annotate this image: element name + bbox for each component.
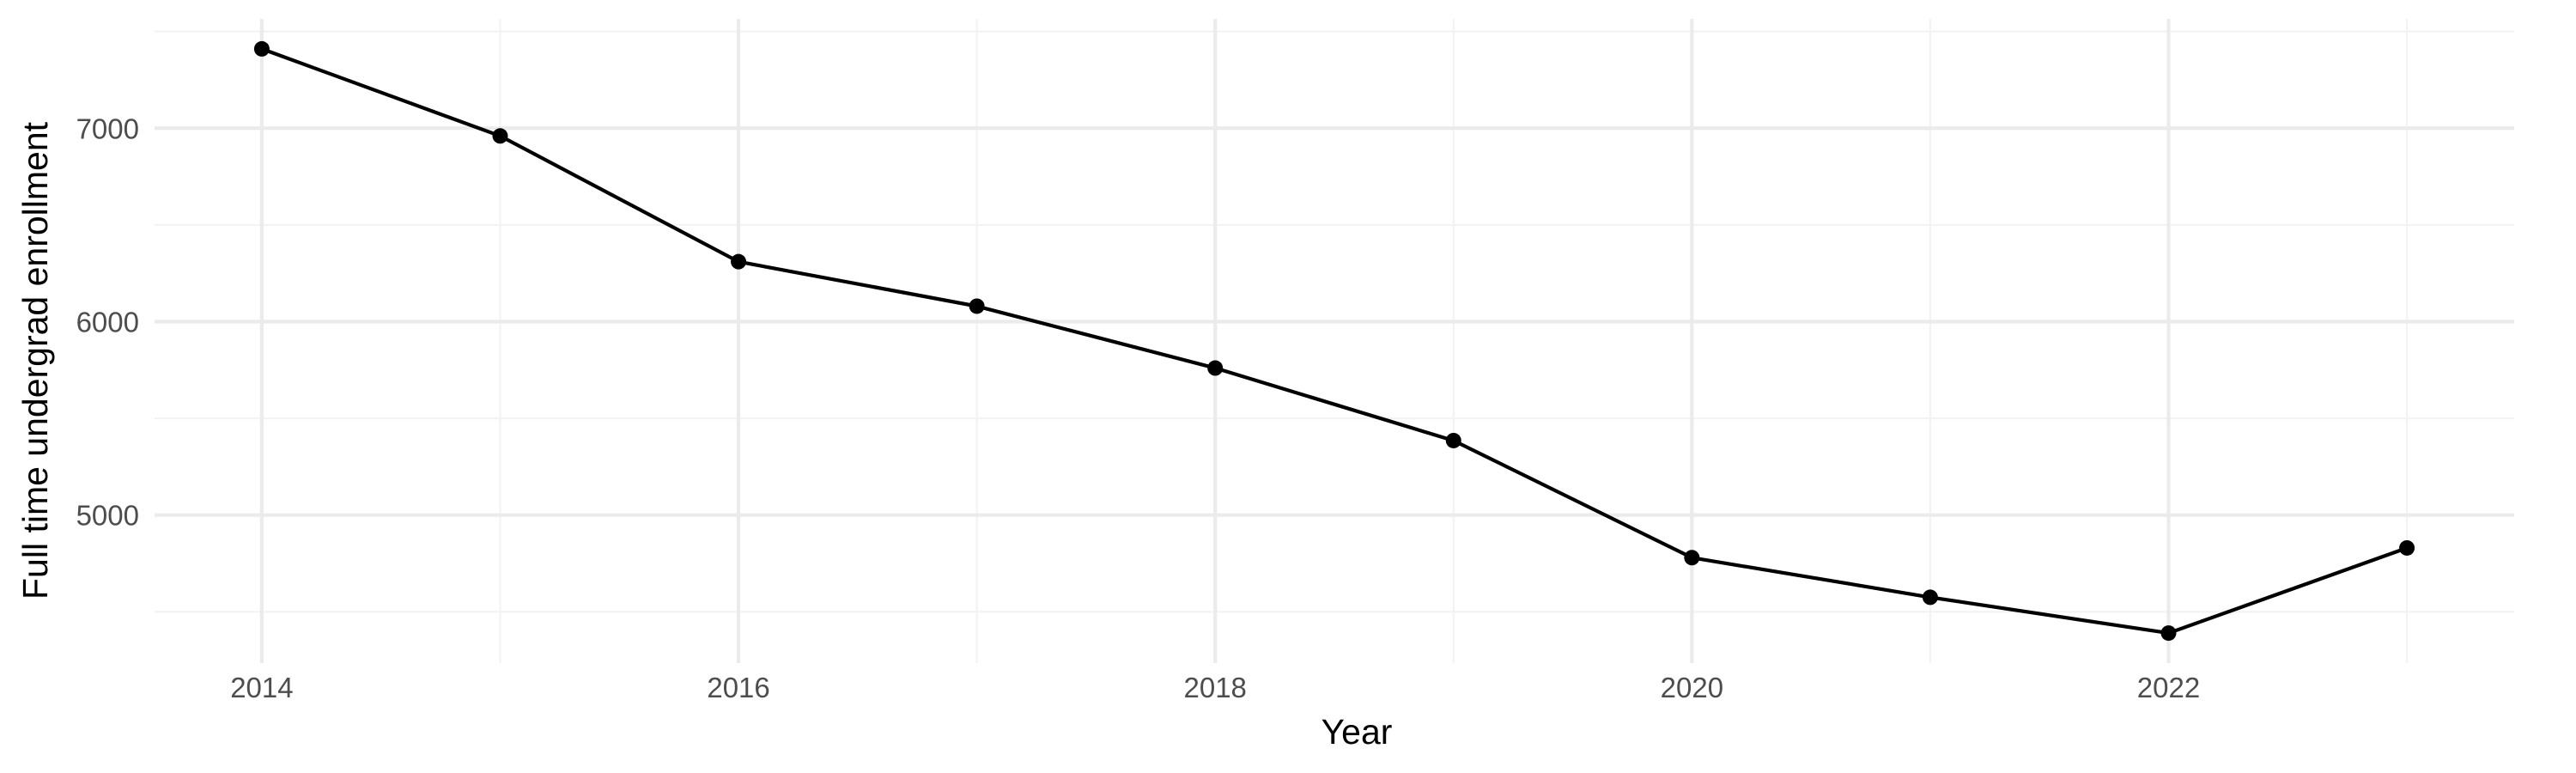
data-point-2018 — [1207, 360, 1224, 376]
data-point-2014 — [253, 40, 270, 57]
x-tick-label: 2022 — [2137, 672, 2200, 703]
y-tick-label: 5000 — [76, 500, 139, 532]
data-point-2017 — [969, 298, 985, 314]
data-point-2019 — [1445, 432, 1461, 448]
x-axis-title: Year — [1321, 712, 1393, 752]
series-line — [259, 46, 2409, 636]
data-point-2022 — [2160, 625, 2177, 642]
data-point-2023 — [2399, 539, 2415, 556]
y-tick-label: 6000 — [76, 306, 139, 338]
x-tick-label: 2016 — [707, 672, 769, 703]
x-tick-label: 2020 — [1661, 672, 1723, 703]
y-axis-tick-labels: 5000 6000 7000 — [76, 113, 139, 531]
data-point-2021 — [1922, 589, 1938, 606]
data-point-2020 — [1684, 550, 1700, 566]
series-layer — [253, 40, 2415, 642]
y-tick-label: 7000 — [76, 113, 139, 144]
data-point-2016 — [731, 253, 747, 270]
x-tick-label: 2014 — [230, 672, 293, 703]
grid-lines — [155, 19, 2514, 663]
x-tick-label: 2018 — [1184, 672, 1247, 703]
x-axis-tick-labels: 2014 2016 2018 2020 2022 — [230, 672, 2200, 703]
y-axis-title: Full time undergrad enrollment — [15, 121, 55, 600]
data-point-2015 — [492, 128, 508, 144]
